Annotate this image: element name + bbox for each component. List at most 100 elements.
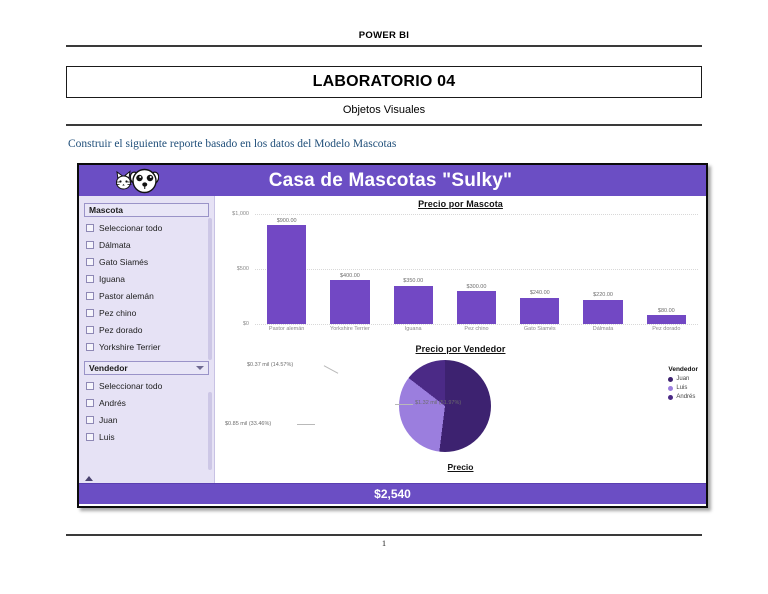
pie-legend: Vendedor Juan Luis Andrés [668, 366, 698, 403]
slicer-scrollbar-mascota[interactable] [208, 218, 212, 360]
report-title: Casa de Mascotas "Sulky" [268, 169, 513, 191]
scroll-up-icon[interactable] [85, 476, 93, 481]
bar-column[interactable]: $240.00 [508, 214, 571, 324]
bar-column[interactable]: $300.00 [445, 214, 508, 324]
slicer-item-luis[interactable]: Luis [79, 428, 214, 445]
checkbox-icon[interactable] [86, 325, 94, 334]
bar[interactable] [520, 297, 560, 324]
bar-column[interactable]: $400.00 [318, 214, 381, 324]
leader-line [323, 365, 339, 374]
slicer-item-pez-dorado[interactable]: Pez dorado [79, 321, 214, 338]
slicer-item-label: Juan [99, 414, 118, 425]
bar[interactable] [646, 315, 686, 324]
slicer-list-vendedor[interactable]: Seleccionar todo Andrés Juan Luis [79, 377, 214, 445]
slicer-item-label: Pez dorado [99, 324, 143, 335]
slicer-item-label: Yorkshire Terrier [99, 341, 161, 352]
page-title: LABORATORIO 04 [312, 73, 456, 90]
legend-title: Vendedor [668, 366, 698, 373]
bar-chart-title: Precio por Mascota [418, 199, 503, 209]
price-card-value-bar[interactable]: $2,540 [79, 483, 706, 504]
y-axis-tick: $1,000 [232, 211, 249, 217]
checkbox-icon[interactable] [86, 342, 94, 351]
slicer-item-label: Dálmata [99, 239, 131, 250]
slicer-header-mascota[interactable]: Mascota [84, 203, 209, 217]
x-axis-tick: Iguana [404, 326, 422, 332]
document-header: POWER BI [66, 30, 702, 47]
bar[interactable] [267, 225, 307, 324]
bar-column[interactable]: $350.00 [382, 214, 445, 324]
slicer-item-yorkshire-terrier[interactable]: Yorkshire Terrier [79, 338, 214, 355]
footer-divider [66, 534, 702, 536]
slicer-header-mascota-label: Mascota [89, 205, 124, 215]
checkbox-icon[interactable] [86, 257, 94, 266]
slicer-header-vendedor[interactable]: Vendedor [84, 361, 209, 375]
slicer-scrollbar-vendedor[interactable] [208, 392, 212, 470]
legend-label: Luis [676, 385, 688, 391]
y-axis-tick: $0 [242, 321, 249, 327]
slicer-item-gato-siames[interactable]: Gato Siamés [79, 253, 214, 270]
checkbox-icon[interactable] [86, 274, 94, 283]
legend-label: Andrés [676, 394, 696, 400]
checkbox-icon[interactable] [86, 240, 94, 249]
bar-value-label: $300.00 [466, 283, 487, 290]
checkbox-icon[interactable] [86, 432, 94, 441]
slicer-item-label: Andrés [99, 397, 126, 408]
bar-value-label: $240.00 [529, 290, 550, 297]
legend-item-juan[interactable]: Juan [668, 376, 698, 382]
checkbox-icon[interactable] [86, 308, 94, 317]
y-axis-tick: $500 [236, 266, 249, 272]
slicer-item-label: Seleccionar todo [99, 222, 163, 233]
legend-item-andres[interactable]: Andrés [668, 394, 698, 400]
slicer-item-andres[interactable]: Andrés [79, 394, 214, 411]
report-canvas: Precio por Mascota $1,000 $500 $0 $900.0… [215, 196, 706, 483]
slicer-item-label: Luis [99, 431, 115, 442]
bar-column[interactable]: $220.00 [571, 214, 634, 324]
slicer-item-pastor-aleman[interactable]: Pastor alemán [79, 287, 214, 304]
slicer-item-label: Iguana [99, 273, 125, 284]
bar[interactable] [393, 285, 433, 324]
slicer-item-seleccionar-todo-vendedor[interactable]: Seleccionar todo [79, 377, 214, 394]
checkbox-icon[interactable] [86, 223, 94, 232]
x-axis-tick: Yorkshire Terrier [330, 326, 370, 332]
lab-title-box: LABORATORIO 04 [66, 66, 702, 98]
bar[interactable] [456, 291, 497, 324]
bar-value-label: $900.00 [276, 217, 297, 224]
slicer-item-juan[interactable]: Juan [79, 411, 214, 428]
bar-column[interactable]: $900.00 [255, 214, 318, 324]
bar-chart[interactable]: Precio por Mascota $1,000 $500 $0 $900.0… [215, 196, 706, 344]
leader-line [395, 404, 413, 405]
bar-series: $900.00 $400.00 $350.00 [255, 214, 698, 324]
checkbox-icon[interactable] [86, 291, 94, 300]
checkbox-icon[interactable] [86, 381, 94, 390]
slicer-list-mascota[interactable]: Seleccionar todo Dálmata Gato Siamés Igu… [79, 219, 214, 355]
slicer-item-label: Pez chino [99, 307, 137, 318]
chevron-down-icon[interactable] [196, 366, 204, 370]
x-axis-tick: Pez dorado [652, 326, 681, 332]
slicer-item-dalmata[interactable]: Dálmata [79, 236, 214, 253]
pie-label-luis: $0.85 mil (33.46%) [225, 421, 272, 427]
pie-slices[interactable] [398, 360, 491, 452]
slicer-item-pez-chino[interactable]: Pez chino [79, 304, 214, 321]
checkbox-icon[interactable] [86, 398, 94, 407]
x-axis-tick: Gato Siamés [523, 326, 556, 332]
legend-swatch-icon [668, 394, 674, 400]
pie-chart[interactable]: Precio por Vendedor $0.37 mil (14.57%) $… [215, 344, 706, 462]
legend-item-luis[interactable]: Luis [668, 385, 698, 391]
pie-label-juan: $1.32 mil (51.97%) [415, 400, 462, 406]
slicer-header-vendedor-label: Vendedor [89, 363, 128, 373]
gridline [255, 214, 698, 215]
bar-chart-x-axis: Pastor alemán Yorkshire Terrier Iguana P… [255, 326, 698, 332]
slicer-item-iguana[interactable]: Iguana [79, 270, 214, 287]
pie-label-andres: $0.37 mil (14.57%) [247, 362, 294, 368]
checkbox-icon[interactable] [86, 415, 94, 424]
x-axis-tick: Pastor alemán [268, 326, 305, 332]
gridline [255, 324, 698, 325]
slicer-item-seleccionar-todo-mascota[interactable]: Seleccionar todo [79, 219, 214, 236]
bar[interactable] [583, 299, 623, 324]
instruction-text: Construir el siguiente reporte basado en… [68, 138, 397, 150]
bar-column[interactable]: $80.00 [635, 214, 698, 324]
bar[interactable] [330, 280, 370, 324]
price-card[interactable]: Precio [215, 462, 706, 481]
price-card-title: Precio [447, 462, 474, 472]
